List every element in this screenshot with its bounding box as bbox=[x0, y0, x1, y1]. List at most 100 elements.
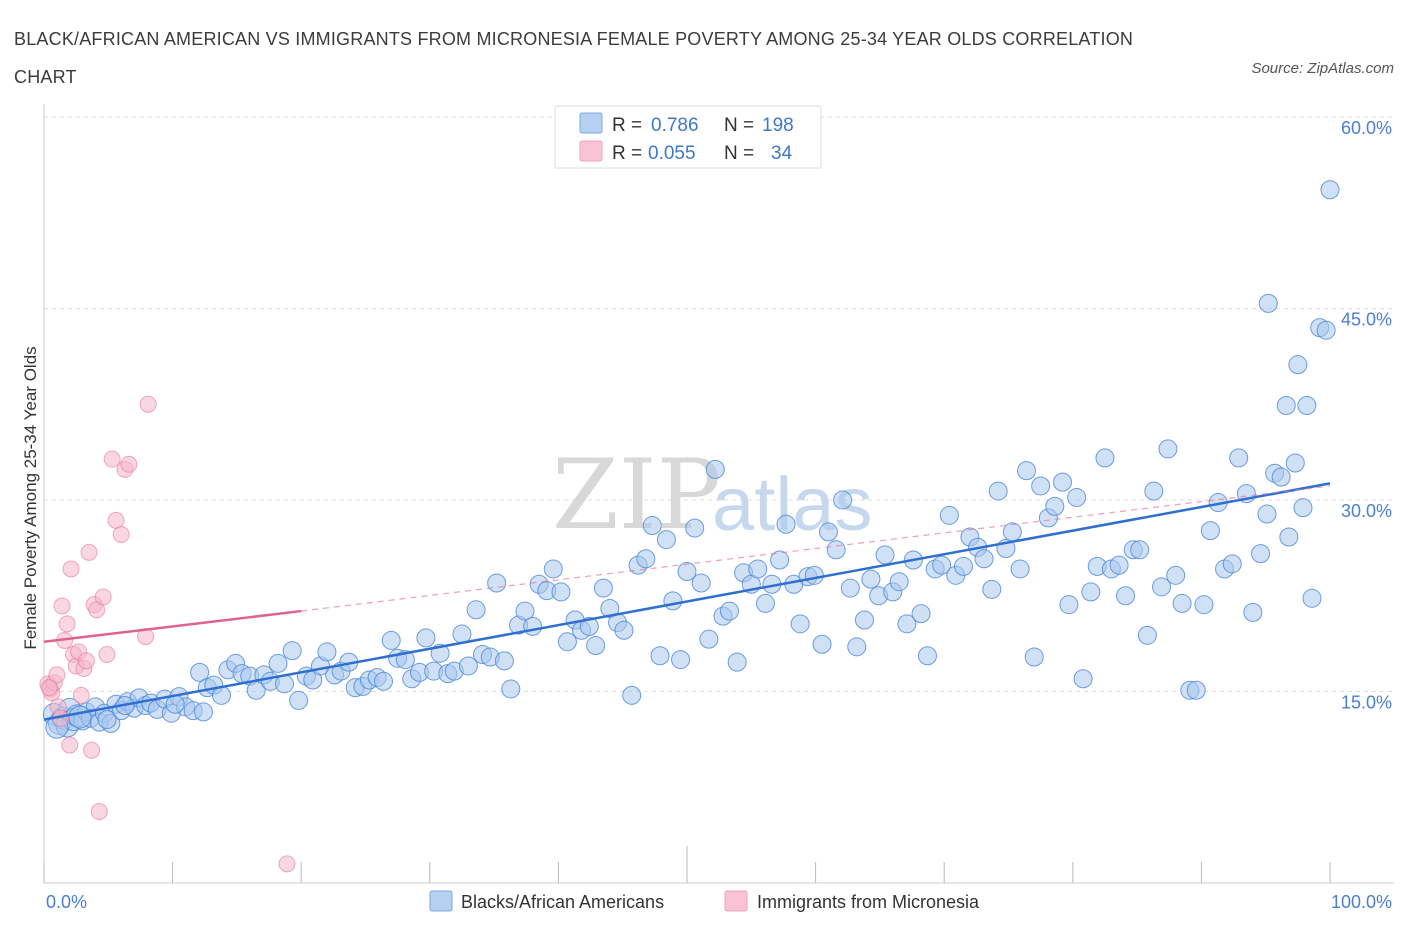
data-point-blacks bbox=[494, 651, 514, 671]
data-point-blacks bbox=[861, 569, 881, 589]
data-point-blacks bbox=[776, 514, 796, 534]
data-point-blacks bbox=[97, 710, 117, 730]
correlation-legend: R = 0.786 N = 198 R = 0.055 N = 34 bbox=[554, 105, 822, 169]
x-tick-label: 100.0% bbox=[1331, 892, 1392, 912]
y-tick-label: 45.0% bbox=[1341, 310, 1392, 330]
data-point-blacks bbox=[889, 572, 909, 592]
data-point-micronesia bbox=[120, 455, 138, 473]
trend-line-blacks bbox=[43, 482, 1331, 721]
data-point-blacks bbox=[1031, 476, 1051, 496]
data-point-blacks bbox=[812, 634, 832, 654]
data-point-micronesia bbox=[72, 686, 90, 704]
legend-swatch-blue bbox=[579, 112, 603, 134]
data-point-blacks bbox=[1130, 540, 1150, 560]
data-point-blacks bbox=[466, 600, 486, 620]
data-point-blacks bbox=[487, 573, 507, 593]
data-point-micronesia bbox=[103, 450, 121, 468]
data-point-blacks bbox=[677, 561, 697, 581]
data-point-blacks bbox=[988, 481, 1008, 501]
data-point-micronesia bbox=[48, 666, 66, 684]
data-point-blacks bbox=[1186, 680, 1206, 700]
legend-r-label-2: R = bbox=[612, 143, 642, 164]
data-point-blacks bbox=[854, 610, 874, 630]
legend-r-label-1: R = bbox=[612, 115, 642, 136]
data-point-blacks bbox=[1172, 593, 1192, 613]
data-point-blacks bbox=[1200, 521, 1220, 541]
data-point-blacks bbox=[1144, 481, 1164, 501]
grid-lines bbox=[44, 116, 1394, 692]
data-point-blacks bbox=[1293, 498, 1313, 518]
data-point-blacks bbox=[501, 679, 521, 699]
trend-line-micronesia bbox=[43, 609, 302, 643]
data-point-blacks bbox=[719, 601, 739, 621]
data-point-micronesia bbox=[139, 395, 157, 413]
data-point-blacks bbox=[917, 646, 937, 666]
legend-n-value-1: 198 bbox=[762, 115, 794, 136]
data-point-micronesia bbox=[80, 543, 98, 561]
data-point-blacks bbox=[685, 518, 705, 538]
data-point-blacks bbox=[1010, 559, 1030, 579]
data-point-blacks bbox=[1137, 625, 1157, 645]
data-point-blacks bbox=[68, 705, 92, 729]
data-point-blacks bbox=[974, 549, 994, 569]
data-point-blacks bbox=[755, 593, 775, 613]
data-point-blacks bbox=[1017, 461, 1037, 481]
data-point-blacks bbox=[1257, 504, 1277, 524]
data-point-blacks bbox=[1158, 439, 1178, 459]
data-point-blacks bbox=[804, 565, 824, 585]
x-tick-labels: 0.0% 100.0% bbox=[46, 892, 1392, 912]
data-point-blacks bbox=[671, 650, 691, 670]
y-tick-label: 15.0% bbox=[1341, 693, 1392, 713]
bottom-legend-label-pink: Immigrants from Micronesia bbox=[757, 892, 980, 912]
data-point-blacks bbox=[1053, 472, 1073, 492]
data-point-blacks bbox=[1073, 669, 1093, 689]
data-point-micronesia bbox=[62, 560, 80, 578]
legend-r-value-2: 0.055 bbox=[648, 143, 696, 164]
legend-r-value-1: 0.786 bbox=[651, 115, 699, 136]
data-point-blacks bbox=[543, 559, 563, 579]
data-point-micronesia bbox=[112, 525, 130, 543]
bottom-legend-label-blue: Blacks/African Americans bbox=[461, 892, 664, 912]
data-point-blacks bbox=[705, 459, 725, 479]
data-point-blacks bbox=[691, 573, 711, 593]
axes bbox=[43, 104, 1394, 884]
data-point-micronesia bbox=[53, 597, 71, 615]
data-point-blacks bbox=[818, 522, 838, 542]
data-point-blacks bbox=[1251, 544, 1271, 564]
data-point-blacks bbox=[699, 629, 719, 649]
data-point-blacks bbox=[911, 604, 931, 624]
data-point-blacks bbox=[374, 671, 394, 691]
data-point-blacks bbox=[1166, 565, 1186, 585]
series-micronesia-points bbox=[39, 395, 296, 873]
data-point-blacks bbox=[748, 559, 768, 579]
trend-line-micronesia-extension bbox=[301, 485, 1331, 612]
data-point-blacks bbox=[586, 636, 606, 656]
data-point-blacks bbox=[790, 614, 810, 634]
data-point-blacks bbox=[897, 614, 917, 634]
data-point-blacks bbox=[1045, 496, 1065, 516]
data-point-blacks bbox=[557, 632, 577, 652]
data-point-micronesia bbox=[90, 803, 108, 821]
data-point-micronesia bbox=[77, 652, 95, 670]
data-point-blacks bbox=[452, 624, 472, 644]
data-point-blacks bbox=[1285, 453, 1305, 473]
trend-lines bbox=[43, 482, 1331, 721]
data-point-blacks bbox=[458, 656, 478, 676]
data-point-blacks bbox=[1067, 487, 1087, 507]
data-point-blacks bbox=[1258, 293, 1278, 313]
series-blacks-points bbox=[42, 180, 1340, 739]
data-point-blacks bbox=[416, 628, 436, 648]
bottom-legend-swatch-pink bbox=[724, 890, 748, 912]
legend-n-value-2: 34 bbox=[771, 143, 793, 164]
legend-n-label-2: N = bbox=[724, 143, 754, 164]
data-point-blacks bbox=[1095, 448, 1115, 468]
data-point-blacks bbox=[982, 579, 1002, 599]
y-tick-label: 60.0% bbox=[1341, 118, 1392, 138]
data-point-blacks bbox=[1059, 595, 1079, 615]
data-point-blacks bbox=[840, 578, 860, 598]
data-point-blacks bbox=[1316, 320, 1336, 340]
y-tick-label: 30.0% bbox=[1341, 501, 1392, 521]
data-point-blacks bbox=[1152, 577, 1172, 597]
data-point-blacks bbox=[1243, 602, 1263, 622]
data-point-blacks bbox=[636, 549, 656, 569]
